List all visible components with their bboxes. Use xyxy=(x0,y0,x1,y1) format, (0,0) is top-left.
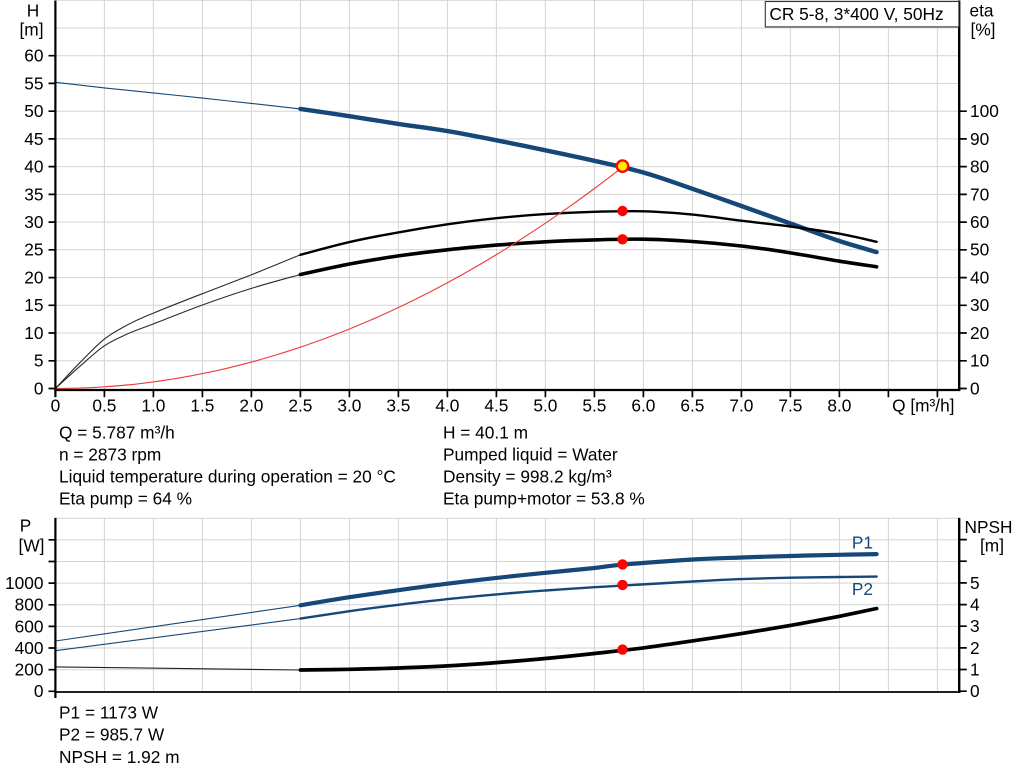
svg-text:40: 40 xyxy=(24,157,43,177)
svg-text:90: 90 xyxy=(970,129,989,149)
svg-text:50: 50 xyxy=(970,240,989,260)
svg-text:[W]: [W] xyxy=(19,536,45,556)
svg-text:0: 0 xyxy=(51,396,61,416)
svg-text:100: 100 xyxy=(970,101,999,121)
svg-text:1: 1 xyxy=(970,659,980,679)
svg-text:15: 15 xyxy=(24,295,43,315)
svg-text:P: P xyxy=(20,516,32,536)
svg-text:H: H xyxy=(27,0,39,20)
svg-text:CR 5-8, 3*400 V, 50Hz: CR 5-8, 3*400 V, 50Hz xyxy=(769,4,943,24)
svg-text:1000: 1000 xyxy=(5,573,43,593)
svg-text:30: 30 xyxy=(970,295,989,315)
svg-text:2: 2 xyxy=(970,638,980,658)
svg-text:3.0: 3.0 xyxy=(337,396,361,416)
svg-text:0: 0 xyxy=(970,378,980,398)
svg-text:6.0: 6.0 xyxy=(631,396,655,416)
svg-text:0: 0 xyxy=(970,681,980,701)
svg-text:5: 5 xyxy=(34,351,44,371)
svg-text:7.0: 7.0 xyxy=(729,396,753,416)
svg-text:1.5: 1.5 xyxy=(190,396,214,416)
svg-text:5.5: 5.5 xyxy=(582,396,606,416)
svg-text:P1: P1 xyxy=(852,532,873,552)
svg-text:45: 45 xyxy=(24,129,43,149)
svg-text:200: 200 xyxy=(15,660,44,680)
svg-text:20: 20 xyxy=(970,323,989,343)
svg-text:3.5: 3.5 xyxy=(386,396,410,416)
svg-text:Density = 998.2 kg/m³: Density = 998.2 kg/m³ xyxy=(443,466,612,486)
svg-text:5: 5 xyxy=(970,573,980,593)
svg-text:6.5: 6.5 xyxy=(680,396,704,416)
svg-text:55: 55 xyxy=(24,73,43,93)
svg-text:[%]: [%] xyxy=(971,20,996,40)
svg-text:Pumped liquid = Water: Pumped liquid = Water xyxy=(443,445,618,465)
svg-text:Liquid temperature during oper: Liquid temperature during operation = 20… xyxy=(59,466,396,486)
svg-text:10: 10 xyxy=(970,351,989,371)
svg-text:1.0: 1.0 xyxy=(141,396,165,416)
svg-text:0: 0 xyxy=(34,681,44,701)
svg-text:NPSH: NPSH xyxy=(964,517,1012,537)
svg-text:Eta pump+motor = 53.8 %: Eta pump+motor = 53.8 % xyxy=(443,488,645,508)
svg-text:5.0: 5.0 xyxy=(533,396,557,416)
svg-text:4: 4 xyxy=(970,595,980,615)
svg-text:800: 800 xyxy=(15,595,44,615)
svg-text:35: 35 xyxy=(24,184,43,204)
svg-text:0: 0 xyxy=(34,378,44,398)
svg-text:60: 60 xyxy=(24,46,43,66)
svg-text:40: 40 xyxy=(970,268,989,288)
svg-text:eta: eta xyxy=(969,0,993,20)
svg-text:600: 600 xyxy=(15,616,44,636)
svg-text:7.5: 7.5 xyxy=(778,396,802,416)
svg-text:2.5: 2.5 xyxy=(288,396,312,416)
svg-text:P2 = 985.7 W: P2 = 985.7 W xyxy=(59,725,165,745)
svg-text:2.0: 2.0 xyxy=(239,396,263,416)
svg-text:H = 40.1 m: H = 40.1 m xyxy=(443,423,528,443)
svg-text:Q = 5.787 m³/h: Q = 5.787 m³/h xyxy=(59,423,175,443)
svg-text:3: 3 xyxy=(970,616,980,636)
svg-text:30: 30 xyxy=(24,212,43,232)
svg-text:80: 80 xyxy=(970,157,989,177)
svg-text:Eta pump = 64 %: Eta pump = 64 % xyxy=(59,488,192,508)
svg-text:[m]: [m] xyxy=(20,20,44,40)
svg-text:50: 50 xyxy=(24,101,43,121)
svg-text:n = 2873 rpm: n = 2873 rpm xyxy=(59,445,161,465)
svg-text:Q [m³/h]: Q [m³/h] xyxy=(892,396,954,416)
svg-text:0.5: 0.5 xyxy=(92,396,116,416)
svg-text:P2: P2 xyxy=(852,579,873,599)
svg-text:NPSH = 1.92 m: NPSH = 1.92 m xyxy=(59,747,180,767)
svg-text:10: 10 xyxy=(24,323,43,343)
svg-text:25: 25 xyxy=(24,240,43,260)
svg-text:400: 400 xyxy=(15,638,44,658)
svg-text:4.0: 4.0 xyxy=(435,396,459,416)
svg-text:60: 60 xyxy=(970,212,989,232)
svg-text:4.5: 4.5 xyxy=(484,396,508,416)
svg-text:20: 20 xyxy=(24,268,43,288)
svg-text:8.0: 8.0 xyxy=(827,396,851,416)
svg-text:[m]: [m] xyxy=(980,535,1004,555)
svg-text:70: 70 xyxy=(970,184,989,204)
svg-text:P1 = 1173 W: P1 = 1173 W xyxy=(59,702,159,722)
